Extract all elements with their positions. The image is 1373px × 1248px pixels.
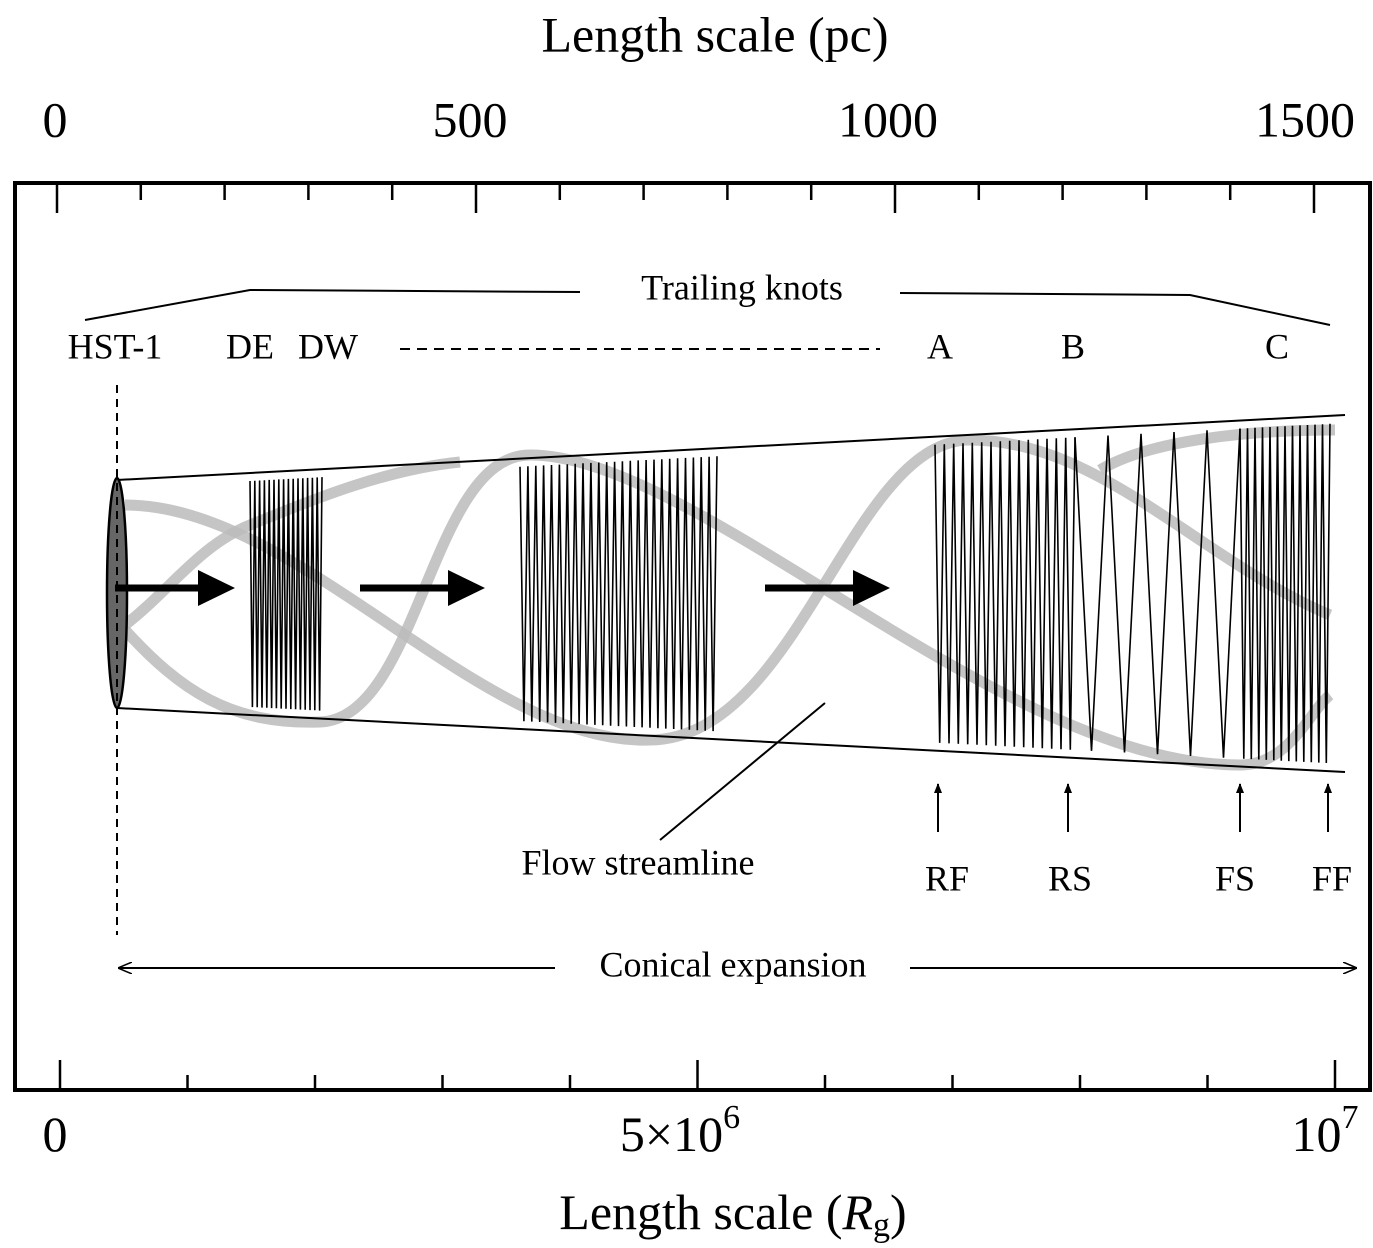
title-close: ) <box>890 1184 907 1240</box>
title-text: Length scale ( <box>559 1184 842 1240</box>
tick-text: 10 <box>1292 1106 1342 1162</box>
knot-zigzag <box>249 477 323 711</box>
bottom-tick-label: 107 <box>1292 1099 1359 1163</box>
knot-zigzag <box>934 437 1076 750</box>
arrow-head <box>198 570 235 606</box>
title-subscript: g <box>873 1207 890 1244</box>
cone <box>116 414 1346 773</box>
streamline <box>1097 424 1336 475</box>
shock-label: FF <box>1312 858 1352 898</box>
knot-zigzag <box>1074 428 1241 758</box>
knot-label: DW <box>298 326 358 366</box>
frame <box>13 181 1372 1092</box>
knot-label: DE <box>226 326 274 366</box>
axis-ticks <box>55 185 1337 1088</box>
group-label: Trailing knots <box>641 267 843 307</box>
streamline <box>124 434 1333 746</box>
top-tick-label: 1000 <box>838 91 938 147</box>
shock-label: FS <box>1215 858 1255 898</box>
bracket <box>899 292 1331 326</box>
cone-edge <box>116 414 1346 481</box>
knot-label: HST-1 <box>68 326 163 366</box>
top-tick-label: 1500 <box>1255 91 1355 147</box>
cone-edge <box>116 707 1346 773</box>
annotation: Flow streamline <box>522 842 755 882</box>
streamline <box>120 449 1334 771</box>
flow-arrows <box>115 570 890 606</box>
bracket <box>84 288 581 321</box>
shock-label: RS <box>1048 858 1092 898</box>
pointer-line <box>659 702 826 841</box>
top-tick-label: 0 <box>43 91 68 147</box>
knot-label: C <box>1265 326 1289 366</box>
arrow-head <box>853 570 890 606</box>
shock-label: RF <box>925 858 969 898</box>
annotation: Conical expansion <box>600 944 867 984</box>
top-tick-label: 500 <box>433 91 508 147</box>
knot-label: B <box>1061 326 1085 366</box>
bottom-axis-title: Length scale (Rg) <box>559 1184 906 1243</box>
knot-zigzag <box>519 456 718 732</box>
tick-exponent: 7 <box>1342 1099 1359 1136</box>
knot-oscillations <box>249 423 1331 764</box>
top-axis-title: Length scale (pc) <box>541 6 888 62</box>
knot-zigzag <box>1239 423 1331 764</box>
title-variable: R <box>842 1184 874 1240</box>
tick-exponent: 6 <box>723 1099 740 1136</box>
knot-label: A <box>927 326 953 366</box>
bottom-tick-label: 5×106 <box>620 1099 740 1163</box>
tick-text: 0 <box>43 1106 68 1162</box>
bottom-tick-label: 0 <box>43 1106 68 1162</box>
tick-text: 5×10 <box>620 1106 723 1162</box>
shock-arrows <box>934 783 1332 832</box>
arrow-head <box>448 570 485 606</box>
